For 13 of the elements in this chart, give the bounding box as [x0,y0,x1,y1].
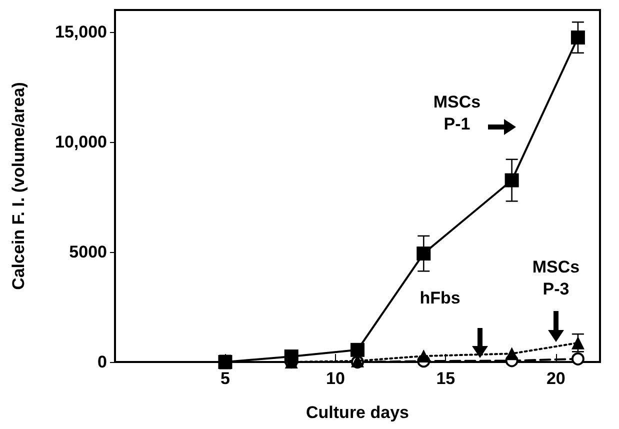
x-tick-label: 10 [326,369,345,388]
x-tick-label: 20 [546,369,566,388]
x-tick-label: 15 [436,369,456,388]
y-axis-title: Calcein F. I. (volume/area) [9,82,28,290]
y-tick-label: 5000 [69,242,107,262]
y-tick-label: 10,000 [55,132,107,152]
y-tick-label: 15,000 [55,22,107,42]
annotation: MSCs P-3 [532,258,580,298]
y-tick-label: 0 [98,352,107,372]
x-tick-label: 5 [220,369,230,388]
annotation: hFbs [420,288,460,308]
annotation: MSCs P-1 [433,92,481,134]
x-axis-title: Culture days [306,403,409,422]
